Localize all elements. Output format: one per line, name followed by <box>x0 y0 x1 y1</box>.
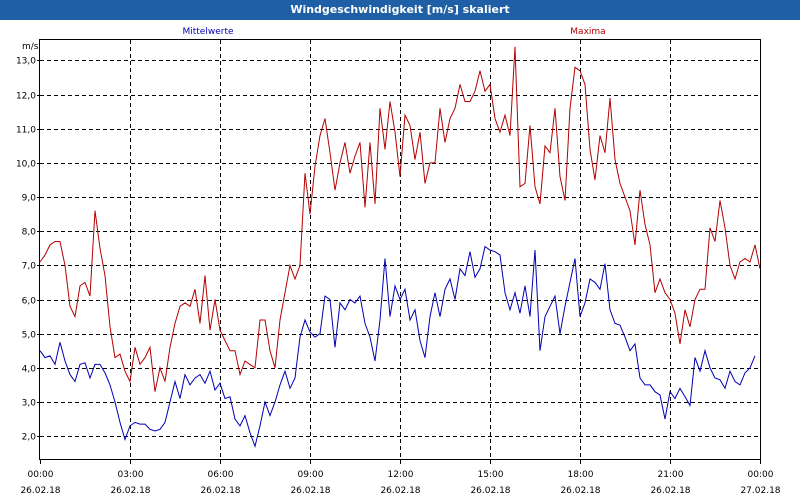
x-tick-label-date: 27.02.18 <box>740 486 780 496</box>
x-tick-label-date: 26.02.18 <box>20 486 60 496</box>
y-tick-label: 12,0 <box>16 92 36 102</box>
y-tick-label: 10,0 <box>16 160 36 170</box>
x-tick-label-date: 26.02.18 <box>560 486 600 496</box>
x-tick-label-time: 06:00 <box>208 470 234 480</box>
y-axis-label: m/s <box>22 42 39 52</box>
legend-maxima: Maxima <box>570 27 605 37</box>
y-axis: 2,0 3,0 4,0 5,0 6,0 7,0 8,0 9,0 10,0 11,0 12,0 13,0 <box>16 57 40 443</box>
x-tick-label-time: 12:00 <box>388 470 414 480</box>
x-tick-label-date: 26.02.18 <box>200 486 240 496</box>
x-tick-label-time: 00:00 <box>28 470 54 480</box>
plot-area-border <box>39 39 761 460</box>
x-tick-label-time: 03:00 <box>118 470 144 480</box>
y-tick-label: 6,0 <box>22 297 37 307</box>
x-tick-label-date: 26.02.18 <box>290 486 330 496</box>
x-axis: 00:00 26.02.18 03:00 26.02.18 06:00 26.02.18 0… <box>20 460 781 496</box>
y-tick-label: 7,0 <box>22 262 37 272</box>
y-tick-label: 9,0 <box>22 194 37 204</box>
x-tick-label-date: 26.02.18 <box>650 486 690 496</box>
series-line-maxima <box>39 46 761 392</box>
x-tick-label-time: 18:00 <box>568 470 594 480</box>
y-tick-label: 11,0 <box>16 126 36 136</box>
y-tick-label: 2,0 <box>22 433 37 443</box>
legend-mittelwerte: Mittelwerte <box>182 27 233 37</box>
y-tick-label: 4,0 <box>22 365 37 375</box>
y-tick-label: 13,0 <box>16 57 36 67</box>
x-tick-label-date: 26.02.18 <box>470 486 510 496</box>
x-tick-label-date: 26.02.18 <box>110 486 150 496</box>
x-tick-label-date: 26.02.18 <box>380 486 420 496</box>
x-tick-label-time: 21:00 <box>658 470 684 480</box>
x-tick-label-time: 15:00 <box>478 470 504 480</box>
grid <box>40 40 760 460</box>
y-tick-label: 3,0 <box>22 399 37 409</box>
x-tick-label-time: 00:00 <box>748 470 774 480</box>
x-tick-label-time: 09:00 <box>298 470 324 480</box>
y-tick-label: 8,0 <box>22 228 37 238</box>
window-title: Windgeschwindigkeit [m/s] skaliert <box>0 0 800 20</box>
plot-lines <box>39 46 761 449</box>
series-line-mittelwerte <box>39 245 756 449</box>
y-tick-label: 5,0 <box>22 331 37 341</box>
